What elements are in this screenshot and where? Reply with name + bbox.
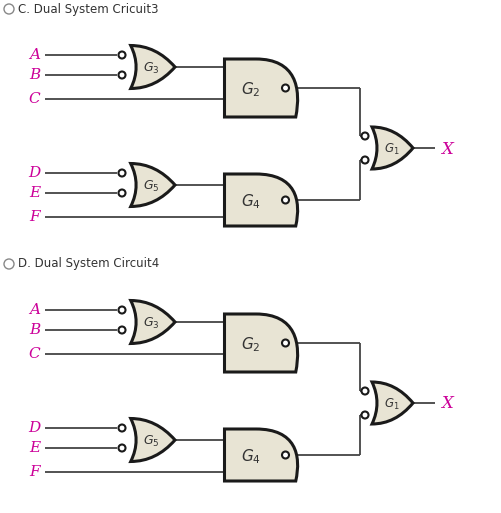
PathPatch shape (372, 127, 413, 169)
PathPatch shape (131, 419, 175, 462)
Text: D. Dual System Circuit4: D. Dual System Circuit4 (18, 258, 159, 270)
Circle shape (119, 326, 125, 333)
Text: D: D (28, 166, 40, 180)
PathPatch shape (131, 164, 175, 207)
PathPatch shape (224, 59, 298, 117)
Circle shape (119, 424, 125, 431)
Circle shape (119, 189, 125, 196)
Text: $G_3$: $G_3$ (143, 61, 159, 75)
Circle shape (282, 85, 289, 91)
Text: F: F (30, 465, 40, 479)
Circle shape (362, 387, 369, 394)
Circle shape (362, 411, 369, 419)
Circle shape (119, 71, 125, 78)
Circle shape (4, 4, 14, 14)
PathPatch shape (131, 301, 175, 344)
Text: E: E (29, 441, 40, 455)
Circle shape (362, 132, 369, 140)
Text: C. Dual System Cricuit3: C. Dual System Cricuit3 (18, 3, 158, 15)
Text: B: B (29, 323, 40, 337)
Circle shape (119, 444, 125, 451)
Text: X: X (441, 396, 453, 412)
Text: $G_5$: $G_5$ (143, 433, 159, 448)
Text: $G_1$: $G_1$ (384, 397, 400, 411)
PathPatch shape (224, 314, 298, 372)
Text: D: D (28, 421, 40, 435)
Circle shape (282, 451, 289, 459)
Text: $G_4$: $G_4$ (241, 193, 261, 211)
Circle shape (119, 169, 125, 176)
Text: $G_2$: $G_2$ (241, 336, 261, 354)
Text: $G_2$: $G_2$ (241, 81, 261, 100)
Text: $G_3$: $G_3$ (143, 315, 159, 330)
PathPatch shape (224, 429, 298, 481)
PathPatch shape (372, 382, 413, 424)
PathPatch shape (131, 46, 175, 89)
Text: C: C (29, 92, 40, 106)
Text: $G_5$: $G_5$ (143, 179, 159, 193)
Circle shape (282, 340, 289, 346)
Text: E: E (29, 186, 40, 200)
Text: $G_1$: $G_1$ (384, 142, 400, 156)
Text: B: B (29, 68, 40, 82)
Text: F: F (30, 210, 40, 224)
Text: A: A (29, 303, 40, 317)
Text: X: X (441, 141, 453, 157)
Circle shape (119, 306, 125, 313)
Circle shape (362, 156, 369, 164)
Text: C: C (29, 347, 40, 361)
Circle shape (282, 196, 289, 204)
Text: $G_4$: $G_4$ (241, 448, 261, 466)
Circle shape (4, 259, 14, 269)
Text: A: A (29, 48, 40, 62)
Circle shape (119, 51, 125, 58)
PathPatch shape (224, 174, 298, 226)
